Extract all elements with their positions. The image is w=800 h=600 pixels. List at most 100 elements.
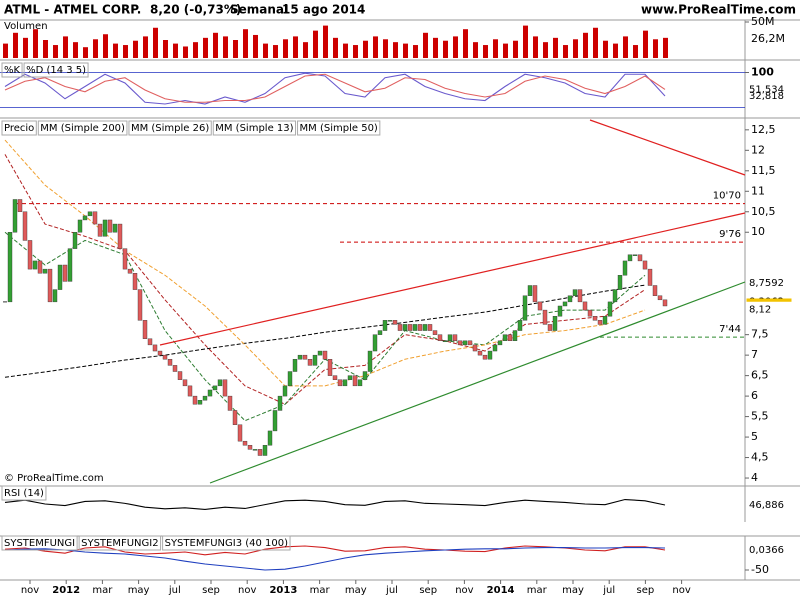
- volume-bar: [493, 39, 498, 58]
- candle: [387, 320, 393, 322]
- volume-bar: [363, 40, 368, 58]
- candle: [172, 365, 178, 372]
- value-tag-label: 8,12: [749, 304, 771, 315]
- level-label: 10'70: [713, 191, 741, 202]
- watermark: © ProRealTime.com: [4, 473, 104, 484]
- trendlines: [159, 119, 746, 484]
- candle: [247, 445, 253, 450]
- candle: [487, 350, 493, 360]
- x-tick-label: jul: [168, 585, 181, 596]
- candle: [347, 375, 353, 380]
- x-tick-label: may: [128, 585, 150, 596]
- volume-bar: [543, 42, 548, 58]
- volume-bar: [323, 25, 328, 59]
- candle: [217, 379, 223, 387]
- volume-bar: [563, 45, 568, 58]
- candle: [402, 324, 408, 331]
- candle: [372, 334, 378, 352]
- volume-bar: [63, 36, 68, 58]
- candle: [417, 324, 423, 331]
- candle: [212, 385, 218, 391]
- volume-bar: [23, 37, 28, 58]
- y-tick-label: 7: [751, 348, 758, 361]
- legend-label: RSI (14): [4, 488, 44, 499]
- x-tick-label: nov: [672, 585, 690, 596]
- candle: [67, 248, 73, 282]
- candle: [137, 289, 143, 321]
- candle: [107, 219, 113, 233]
- candle: [152, 344, 158, 352]
- legend-label: MM (Simple 200): [40, 123, 125, 134]
- candle: [162, 354, 168, 360]
- candle: [37, 260, 43, 274]
- volume-bar: [533, 36, 538, 58]
- candle: [442, 340, 448, 343]
- candle: [12, 199, 18, 233]
- series-line: [4, 547, 666, 571]
- volume-bar: [213, 32, 218, 58]
- volume-bar: [383, 39, 388, 58]
- last-value: 51,534: [749, 84, 784, 95]
- volume-bar: [43, 40, 48, 58]
- candle: [427, 324, 433, 331]
- candle: [612, 289, 618, 303]
- period: Semanal: [230, 3, 288, 17]
- candle: [407, 324, 413, 331]
- candle: [592, 316, 598, 321]
- candle: [27, 240, 33, 270]
- candle: [532, 285, 538, 303]
- candle: [622, 260, 628, 276]
- volume-bar: [153, 27, 158, 58]
- volume-bar: [93, 39, 98, 58]
- candle: [552, 316, 558, 331]
- volume-bar: [343, 43, 348, 58]
- candle: [617, 275, 623, 290]
- series-line: [4, 73, 666, 103]
- candle: [287, 371, 293, 387]
- volume-bar: [643, 30, 648, 58]
- volume-bar: [133, 40, 138, 58]
- candle: [102, 219, 108, 237]
- legend-label: SYSTEMFUNGI3 (40 100): [165, 538, 289, 549]
- candle: [87, 211, 93, 217]
- candle: [582, 301, 588, 311]
- candle: [522, 295, 528, 321]
- candle: [312, 354, 318, 366]
- legend-box: [297, 120, 381, 136]
- candle: [177, 371, 183, 380]
- x-tick-label: nov: [238, 585, 256, 596]
- legend-box: [1, 485, 47, 501]
- candle: [497, 340, 503, 346]
- y-tick-label: 6,5: [751, 369, 769, 382]
- candle: [32, 260, 38, 270]
- y-tick-label: 100: [751, 66, 774, 79]
- candle: [52, 289, 58, 303]
- candle: [662, 299, 668, 307]
- candle: [512, 330, 518, 342]
- candle: [637, 254, 643, 262]
- volume-bar: [613, 43, 618, 58]
- x-tick-label: nov: [21, 585, 39, 596]
- x-tick-label: may: [345, 585, 367, 596]
- candle: [492, 344, 498, 352]
- candle: [222, 379, 228, 397]
- volume-bar: [293, 36, 298, 58]
- volume-bar: [663, 37, 668, 58]
- candle: [72, 232, 78, 249]
- candle: [587, 309, 593, 317]
- volume-bar: [413, 45, 418, 58]
- volume-bar: [453, 36, 458, 58]
- candle: [272, 410, 278, 432]
- y-tick-label: 12,5: [751, 123, 776, 136]
- candle: [262, 445, 268, 456]
- volume-bar: [73, 42, 78, 58]
- candle: [367, 350, 373, 372]
- legend-label: MM (Simple 13): [215, 123, 293, 134]
- candle: [192, 395, 198, 405]
- candle: [127, 268, 133, 274]
- candle: [642, 260, 648, 270]
- candle: [527, 285, 533, 296]
- volume-bar: [83, 47, 88, 58]
- moving-average: [4, 154, 646, 405]
